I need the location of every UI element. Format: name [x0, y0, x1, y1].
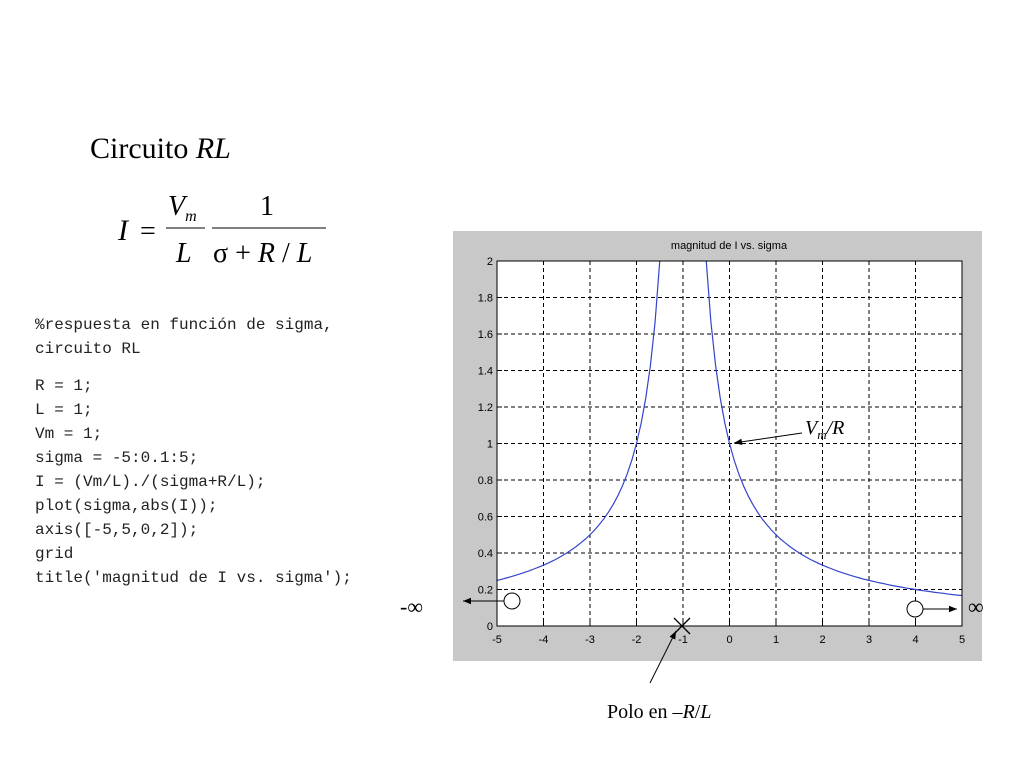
y-tick-label: 0.4 — [478, 548, 493, 560]
pole-mark — [673, 617, 691, 635]
chart-title: magnitud de I vs. sigma — [671, 240, 788, 252]
y-tick-label: 0.2 — [478, 585, 493, 597]
code-line: I = (Vm/L)./(sigma+R/L); — [35, 473, 265, 491]
annotation: Polo en –R/L — [607, 701, 711, 723]
formula: I = Vm L 1 σ + R / L — [117, 191, 326, 269]
formula-eq: = — [140, 216, 156, 247]
x-tick-label: -3 — [585, 634, 595, 646]
annotation: ∞ — [968, 594, 984, 619]
marker-circle — [906, 600, 924, 618]
y-tick-label: 1.8 — [478, 293, 493, 305]
marker-circle — [503, 592, 521, 610]
annotation: -∞ — [400, 594, 423, 619]
code-line: title('magnitud de I vs. sigma'); — [35, 569, 352, 587]
formula-lhs: I — [117, 214, 130, 247]
code-line: %respuesta en función de sigma, — [35, 316, 333, 334]
code-line: L = 1; — [35, 401, 93, 419]
annotation: Vm/R — [805, 417, 844, 442]
code-line: Vm = 1; — [35, 425, 102, 443]
x-tick-label: -4 — [539, 634, 549, 646]
x-tick-label: 1 — [773, 634, 779, 646]
x-tick-label: 3 — [866, 634, 872, 646]
formula-den: σ + R / L — [213, 238, 312, 269]
data-line — [497, 261, 962, 597]
y-tick-label: 0.8 — [478, 475, 493, 487]
y-tick-label: 0.6 — [478, 512, 493, 524]
formula-num: Vm — [168, 191, 197, 225]
x-tick-label: 4 — [912, 634, 918, 646]
y-tick-label: 0 — [487, 621, 493, 633]
x-tick-label: -5 — [492, 634, 502, 646]
code-line: axis([-5,5,0,2]); — [35, 521, 198, 539]
y-tick-label: 2 — [487, 256, 493, 268]
axes-box — [496, 260, 963, 627]
x-tick-label: -1 — [678, 634, 688, 646]
y-tick-label: 1.4 — [478, 366, 493, 378]
code-line: grid — [35, 545, 73, 563]
y-tick-label: 1.2 — [478, 402, 493, 414]
x-tick-label: 2 — [819, 634, 825, 646]
formula-den: L — [175, 238, 192, 269]
arrow — [733, 432, 803, 446]
y-tick-label: 1 — [487, 439, 493, 451]
x-tick-label: 5 — [959, 634, 965, 646]
code-block: %respuesta en función de sigma, circuito … — [35, 316, 352, 587]
y-tick-label: 1.6 — [478, 329, 493, 341]
x-tick-label: -2 — [632, 634, 642, 646]
arrow — [649, 630, 677, 684]
formula-num: 1 — [260, 191, 274, 222]
x-tick-label: 0 — [726, 634, 732, 646]
code-line: circuito RL — [35, 340, 141, 358]
annotations: Vm/R -∞ ∞ Polo en –R/L — [400, 417, 984, 723]
code-line: sigma = -5:0.1:5; — [35, 449, 198, 467]
slide-title: Circuito RL — [90, 132, 231, 165]
code-line: plot(sigma,abs(I)); — [35, 497, 217, 515]
code-line: R = 1; — [35, 377, 93, 395]
